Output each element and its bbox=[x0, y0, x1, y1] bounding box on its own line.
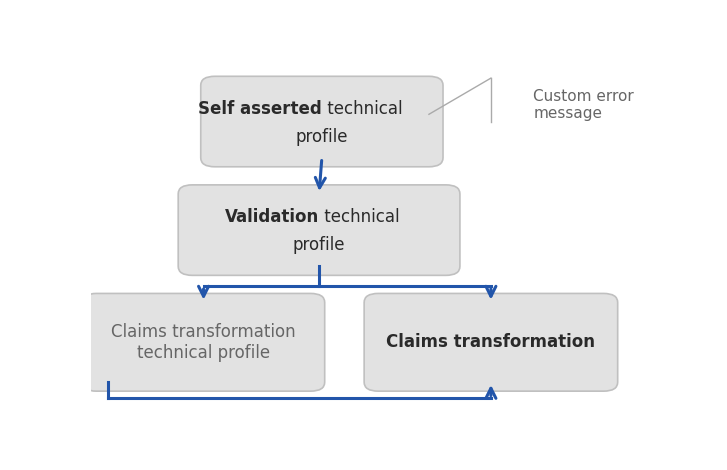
Text: Claims transformation
technical profile: Claims transformation technical profile bbox=[111, 323, 296, 362]
Text: technical: technical bbox=[319, 209, 400, 227]
Text: Custom error
message: Custom error message bbox=[533, 89, 634, 121]
Text: profile: profile bbox=[293, 236, 345, 254]
FancyBboxPatch shape bbox=[201, 76, 443, 167]
FancyBboxPatch shape bbox=[82, 293, 325, 391]
FancyBboxPatch shape bbox=[178, 185, 460, 275]
Text: technical: technical bbox=[322, 100, 403, 118]
FancyBboxPatch shape bbox=[364, 293, 618, 391]
Text: profile: profile bbox=[296, 128, 348, 146]
Text: Claims transformation: Claims transformation bbox=[387, 333, 595, 351]
Text: Validation: Validation bbox=[225, 209, 319, 227]
Text: Self asserted: Self asserted bbox=[198, 100, 322, 118]
